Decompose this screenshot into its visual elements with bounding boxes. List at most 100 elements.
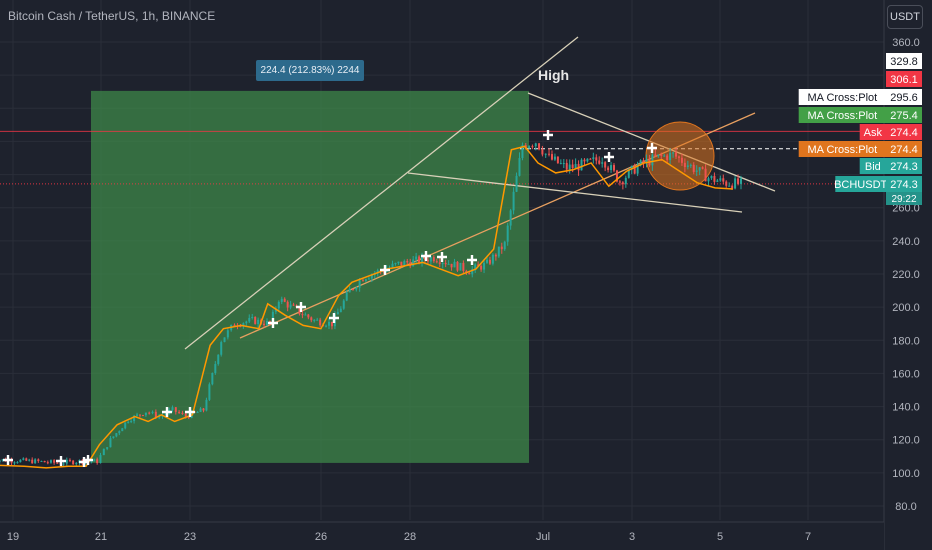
candle <box>429 257 432 262</box>
candle <box>174 407 177 412</box>
candle <box>151 411 154 414</box>
time-tick-label: 5 <box>717 531 723 543</box>
candle <box>580 159 583 171</box>
candle <box>474 264 477 270</box>
price-line-value: 306.1 <box>890 74 918 86</box>
candle <box>441 263 444 265</box>
candle <box>704 168 707 182</box>
candle <box>497 246 500 257</box>
candle <box>148 412 151 414</box>
candle <box>328 321 331 326</box>
candle <box>521 145 524 159</box>
candle <box>669 152 672 160</box>
candle <box>316 319 319 321</box>
price-line-value: 274.4 <box>890 144 918 156</box>
candle <box>364 279 367 281</box>
candle <box>556 156 559 164</box>
candle <box>13 462 16 464</box>
candle <box>672 152 675 154</box>
candle <box>154 411 157 418</box>
candle <box>10 459 13 463</box>
candle <box>618 181 621 183</box>
candle <box>601 162 604 164</box>
candle <box>233 324 236 326</box>
candle <box>34 459 37 464</box>
candle <box>22 458 25 460</box>
candle <box>112 436 115 439</box>
currency-button[interactable]: USDT <box>887 5 923 29</box>
price-line-tag-label: MA Cross:Plot <box>808 92 878 104</box>
price-line-value: 275.4 <box>890 110 918 122</box>
candle <box>438 262 441 265</box>
candle <box>56 462 59 464</box>
candle <box>254 316 257 325</box>
candle <box>133 415 136 422</box>
candle <box>75 462 78 465</box>
candle <box>339 308 342 313</box>
price-tick-label: 120.0 <box>892 435 920 447</box>
candle <box>280 298 283 302</box>
candle <box>68 459 71 461</box>
candle <box>418 256 421 263</box>
ma-cross-marker <box>296 302 306 312</box>
candle <box>187 416 190 418</box>
candle <box>468 272 471 275</box>
candle <box>124 422 127 429</box>
price-line-value: 274.3 <box>890 179 918 191</box>
countdown-label: 29:22 <box>891 194 916 205</box>
price-line-tag-label: Bid <box>865 161 881 173</box>
time-tick-label: 23 <box>184 531 196 543</box>
candle <box>412 259 415 267</box>
price-line-tag-label: BCHUSDT <box>834 179 887 191</box>
candle <box>483 262 486 270</box>
candle <box>550 154 553 160</box>
candle <box>348 289 351 293</box>
measure-label: 224.4 (212.83%) 2244 <box>256 60 364 81</box>
candle <box>574 163 577 169</box>
candle <box>43 460 46 463</box>
candle <box>138 414 141 416</box>
candle <box>683 162 686 168</box>
candle <box>432 257 435 262</box>
candle <box>491 254 494 264</box>
time-tick-label: Jul <box>536 531 550 543</box>
candle <box>447 263 450 265</box>
candle <box>171 407 174 410</box>
price-line-tag-label: Ask <box>864 127 883 139</box>
candle <box>435 261 438 263</box>
candle <box>613 165 616 171</box>
ma-cross-marker <box>162 407 172 417</box>
candle <box>565 163 568 170</box>
candle <box>121 428 124 432</box>
candle <box>144 412 147 416</box>
candle <box>196 411 199 413</box>
candle <box>202 408 205 411</box>
highlight-circle <box>645 121 715 191</box>
candle <box>40 460 43 462</box>
candle <box>394 263 397 265</box>
candle <box>391 263 394 268</box>
candle <box>716 180 719 182</box>
candle <box>583 159 586 162</box>
candle <box>725 181 728 186</box>
measure-box <box>91 90 529 463</box>
candle <box>19 459 22 463</box>
countdown-box <box>886 192 922 205</box>
candle <box>568 164 571 170</box>
candle <box>223 337 226 343</box>
time-tick-label: 26 <box>315 531 327 543</box>
candle <box>208 384 211 400</box>
candle <box>500 246 503 250</box>
candle <box>220 342 223 355</box>
candle <box>217 354 220 365</box>
candle <box>731 185 734 189</box>
candle <box>541 149 544 155</box>
candle <box>25 458 28 461</box>
price-tick-label: 360.0 <box>892 37 920 49</box>
candle <box>28 459 31 461</box>
candle <box>265 320 268 326</box>
candle <box>595 157 598 161</box>
candle <box>127 421 130 423</box>
upper-channel-trendline <box>184 36 579 350</box>
